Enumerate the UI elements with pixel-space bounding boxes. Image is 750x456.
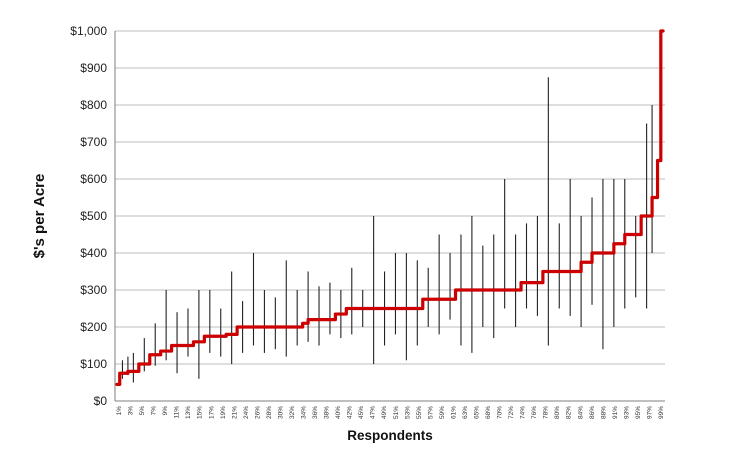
x-tick-label: 21% [231, 406, 238, 419]
x-tick-label: 9% [162, 406, 169, 416]
x-tick-label: 70% [497, 406, 504, 419]
x-tick-label: 26% [254, 406, 261, 419]
x-tick-label: 13% [185, 406, 192, 419]
x-tick-label: 97% [646, 406, 653, 419]
x-tick-label: 91% [612, 406, 619, 419]
x-tick-label: 32% [289, 406, 296, 419]
x-tick-label: 36% [312, 406, 319, 419]
x-tick-label: 11% [174, 406, 181, 419]
x-tick-label: 40% [335, 406, 342, 419]
x-tick-label: 38% [324, 406, 331, 419]
x-tick-label: 1% [116, 406, 123, 416]
gridlines [115, 30, 665, 365]
x-tick-label: 47% [370, 406, 377, 419]
y-tick-label: $600 [80, 172, 107, 186]
median-line-group [115, 29, 665, 386]
x-tick-label: 63% [462, 406, 469, 419]
x-tick-label: 59% [439, 406, 446, 419]
x-tick-label: 93% [623, 406, 630, 419]
y-tick-label: $300 [80, 283, 107, 297]
respondent-range-bars [121, 77, 653, 383]
x-tick-label: 30% [277, 406, 284, 419]
y-tick-label: $500 [80, 209, 107, 223]
x-tick-label: 53% [404, 406, 411, 419]
x-tick-label: 80% [554, 406, 561, 419]
x-tick-labels: 1% 3% 5% 7% 9% 11% 13% 15% 17% 19% 21% 24% 26% 28% 30%… [116, 406, 665, 419]
x-tick-label: 72% [508, 406, 515, 419]
x-tick-label: 99% [658, 406, 665, 419]
x-tick-label: 82% [566, 406, 573, 419]
y-tick-label: $800 [80, 98, 107, 112]
x-tick-label: 65% [473, 406, 480, 419]
axes [114, 31, 665, 402]
x-tick-label: 49% [381, 406, 388, 419]
x-tick-label: 57% [427, 406, 434, 419]
y-tick-label: $0 [94, 394, 108, 408]
x-tick-label: 95% [635, 406, 642, 419]
x-tick-label: 51% [393, 406, 400, 419]
x-axis-title: Respondents [347, 428, 433, 443]
x-tick-label: 55% [416, 406, 423, 419]
x-tick-label: 5% [139, 406, 146, 416]
x-tick-label: 17% [208, 406, 215, 419]
y-tick-label: $1,000 [70, 24, 107, 38]
x-tick-label: 45% [358, 406, 365, 419]
x-tick-label: 3% [128, 406, 135, 416]
x-tick-label: 15% [197, 406, 204, 419]
median-line [115, 29, 665, 386]
y-tick-labels: $0 $100 $200 $300 $400 $500 $600 $700 $800 $900 $1… [70, 24, 107, 408]
y-axis-title: $'s per Acre [31, 174, 48, 259]
x-tick-label: 19% [220, 406, 227, 419]
x-tick-label: 24% [243, 406, 250, 419]
x-tick-label: 76% [531, 406, 538, 419]
x-tick-label: 34% [301, 406, 308, 419]
y-tick-label: $400 [80, 246, 107, 260]
x-tick-label: 88% [600, 406, 607, 419]
y-tick-label: $700 [80, 135, 107, 149]
x-tick-label: 42% [347, 406, 354, 419]
x-tick-label: 74% [520, 406, 527, 419]
x-tick-label: 7% [151, 406, 158, 416]
x-tick-label: 61% [450, 406, 457, 419]
y-tick-label: $200 [80, 320, 107, 334]
x-tick-label: 78% [543, 406, 550, 419]
y-tick-label: $900 [80, 61, 107, 75]
x-tick-label: 28% [266, 406, 273, 419]
x-tick-label: 84% [577, 406, 584, 419]
x-tick-label: 86% [589, 406, 596, 419]
x-tick-label: 68% [485, 406, 492, 419]
y-tick-label: $100 [80, 357, 107, 371]
